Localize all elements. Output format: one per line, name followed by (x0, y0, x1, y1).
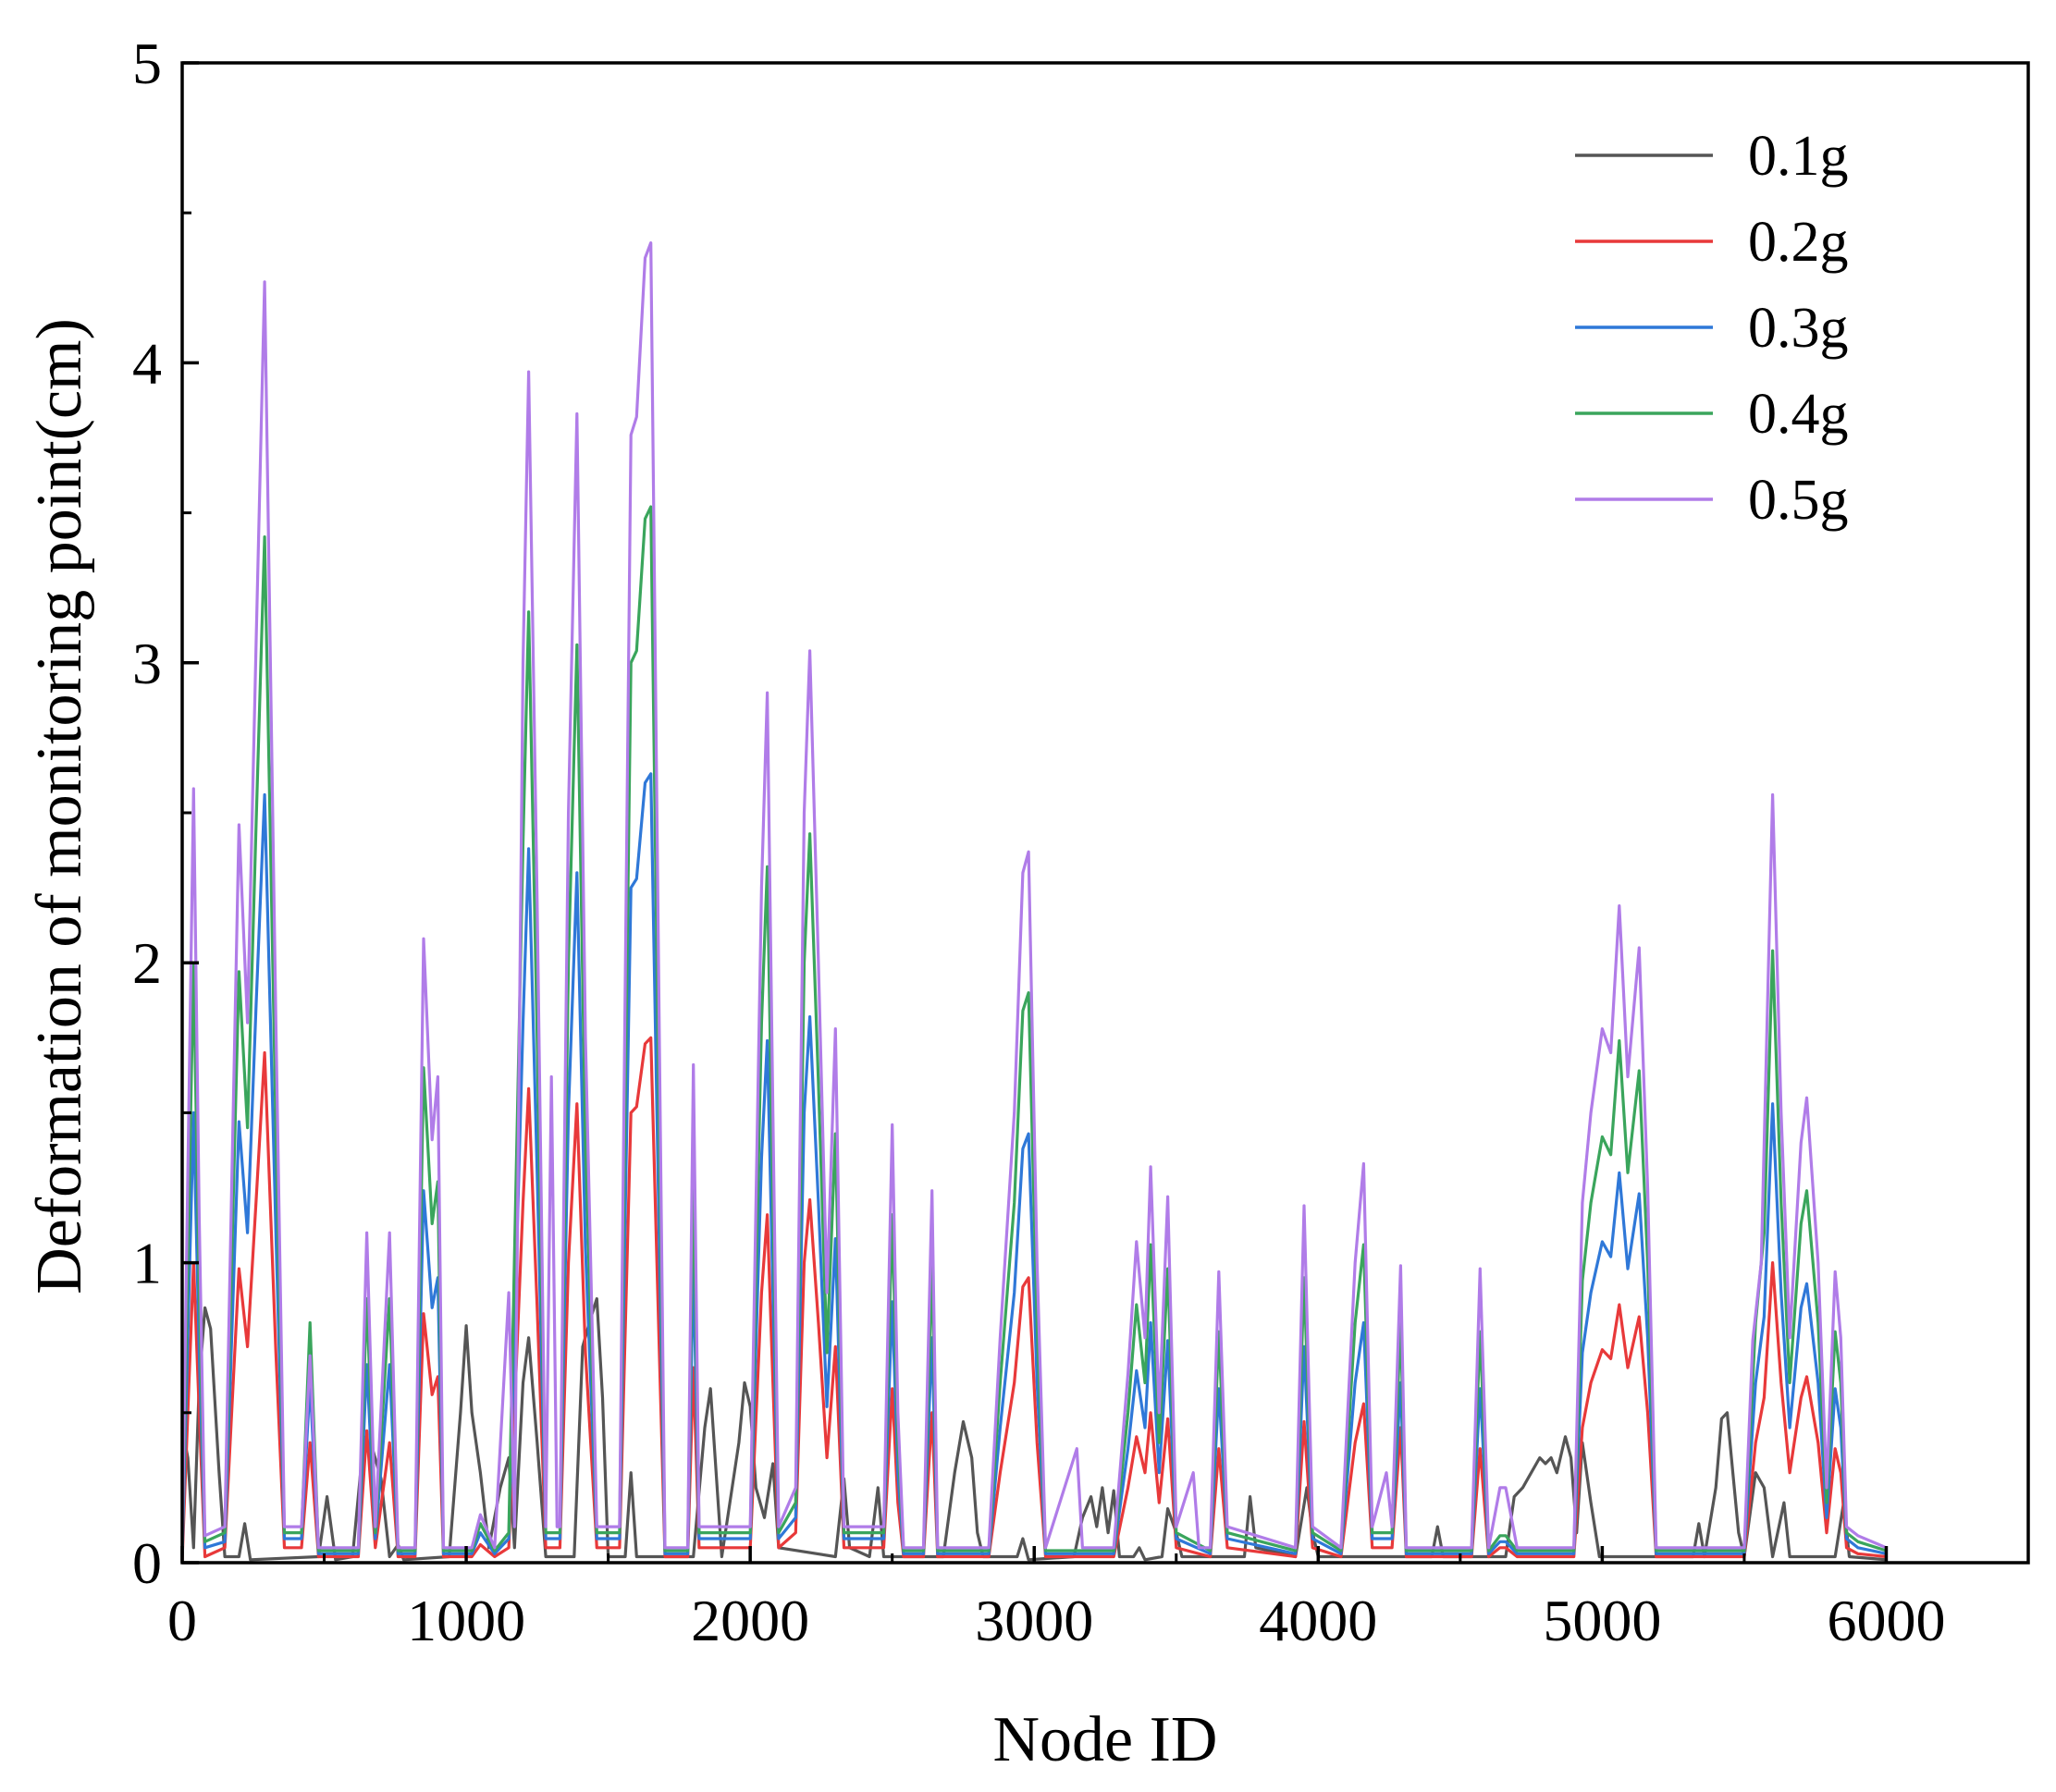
legend-label-0.5g: 0.5g (1748, 469, 1849, 532)
axes-layer: 0 1000 2000 3000 4000 5000 6000 0 1 2 3 4 5 (132, 31, 2030, 1653)
series-line-0.5g (180, 241, 1889, 1553)
x-tick-label: 5000 (1543, 1588, 1661, 1653)
series-layer (180, 241, 1889, 1562)
y-tick-label: 2 (132, 930, 162, 996)
y-tick-label: 4 (132, 330, 162, 396)
legend: 0.1g 0.2g 0.3g 0.4g 0.5g (1575, 125, 1849, 532)
x-tick-label: 2000 (691, 1588, 809, 1653)
legend-label-0.2g: 0.2g (1748, 211, 1849, 274)
legend-label-0.1g: 0.1g (1748, 125, 1849, 188)
y-tick-label: 5 (132, 31, 162, 96)
x-tick-label: 1000 (407, 1588, 525, 1653)
x-tick-label: 4000 (1259, 1588, 1377, 1653)
x-tick-label: 6000 (1827, 1588, 1945, 1653)
series-line-0.3g (180, 772, 1889, 1559)
x-tick-label: 0 (167, 1588, 197, 1653)
y-tick-label: 3 (132, 631, 162, 696)
y-tick-label: 1 (132, 1231, 162, 1296)
series-line-0.4g (180, 505, 1889, 1555)
y-axis-title: Deformation of monitoring point(cm) (24, 318, 95, 1295)
y-tick-label: 0 (132, 1530, 162, 1596)
legend-label-0.3g: 0.3g (1748, 297, 1849, 360)
series-line-0.2g (180, 1036, 1889, 1562)
legend-label-0.4g: 0.4g (1748, 383, 1849, 446)
x-axis-title: Node ID (993, 1704, 1218, 1775)
x-tick-label: 3000 (975, 1588, 1093, 1653)
